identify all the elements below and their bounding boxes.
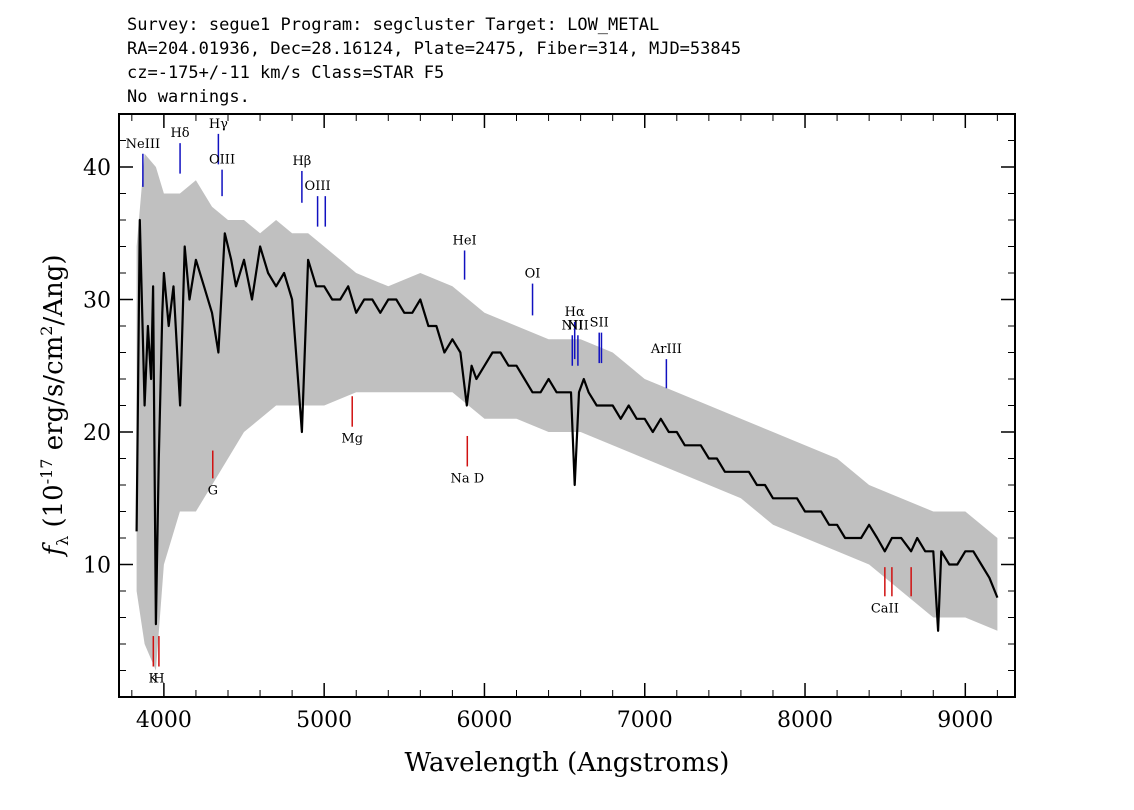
header-line-4: No warnings. xyxy=(127,87,250,107)
header-text: Survey: segue1 Program: segcluster Targe… xyxy=(127,15,741,107)
y-tick-label-0: 10 xyxy=(83,554,111,579)
y-tick-label-1: 20 xyxy=(83,421,111,446)
header-line-3: cz=-175+/-11 km/s Class=STAR F5 xyxy=(127,63,444,83)
axes: 4000 5000 6000 7000 8000 9000 10 20 30 40 xyxy=(83,113,1015,733)
flux-series-line xyxy=(135,218,999,632)
line-label-15: K xyxy=(148,672,158,687)
line-label-0: NeIII xyxy=(126,137,160,152)
header-line-1: Survey: segue1 Program: segcluster Targe… xyxy=(127,15,659,35)
line-label-14: ArIII xyxy=(650,342,682,357)
line-label-1: Hδ xyxy=(170,126,189,141)
line-label-10: Hα xyxy=(565,305,585,320)
y-tick-label-3: 40 xyxy=(83,156,111,181)
line-label-4: Hβ xyxy=(292,154,311,169)
line-label-19: Na D xyxy=(450,471,484,486)
error-envelope xyxy=(136,153,998,671)
x-axis-title: Wavelength (Angstroms) xyxy=(405,748,730,778)
header-line-2: RA=204.01936, Dec=28.16124, Plate=2475, … xyxy=(127,39,741,59)
x-tick-label-4: 8000 xyxy=(777,708,833,733)
line-label-3: OIII xyxy=(209,153,235,168)
x-tick-label-3: 7000 xyxy=(617,708,673,733)
line-label-16: H xyxy=(153,672,164,687)
y-axis-title: fλ (10-17 erg/s/cm2/Ang) xyxy=(37,254,72,557)
x-tick-label-1: 5000 xyxy=(296,708,352,733)
x-tick-label-5: 9000 xyxy=(937,708,993,733)
x-tick-label-0: 4000 xyxy=(136,708,192,733)
line-label-5: OIII xyxy=(305,179,331,194)
line-label-12: SII xyxy=(590,316,609,331)
line-label-11: NII xyxy=(567,318,589,333)
line-label-8: OI xyxy=(525,267,541,282)
line-label-20: CaII xyxy=(871,601,899,616)
line-label-2: Hγ xyxy=(209,117,228,132)
y-tick-label-2: 30 xyxy=(83,289,111,314)
line-label-17: G xyxy=(208,483,218,498)
line-label-7: HeI xyxy=(452,233,476,248)
x-tick-label-2: 6000 xyxy=(456,708,512,733)
line-label-18: Mg xyxy=(341,432,363,447)
line-label-9: NII xyxy=(561,318,583,333)
